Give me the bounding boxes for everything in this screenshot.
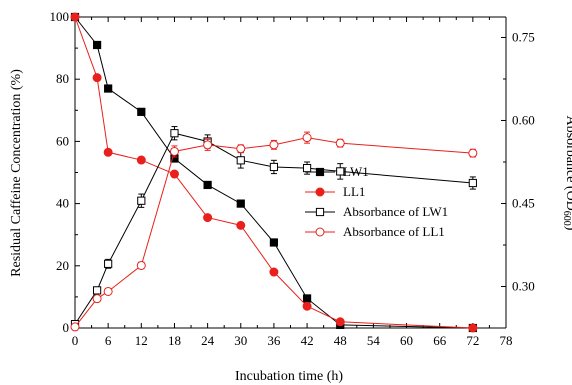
data-point xyxy=(335,317,345,327)
left-y-tick-label: 80 xyxy=(56,71,69,86)
left-y-tick-label: 100 xyxy=(50,9,70,24)
x-tick-label: 0 xyxy=(72,333,79,348)
right-y-tick-label: 0.30 xyxy=(512,278,535,293)
data-point xyxy=(93,286,102,295)
data-point xyxy=(203,213,213,223)
x-tick-label: 18 xyxy=(168,333,181,348)
legend-marker xyxy=(315,227,325,237)
data-point xyxy=(269,162,279,172)
data-point xyxy=(269,238,279,247)
axes: 0 6 12 18 24 30 36 42 48 54 60 66 72 78 0 20 40 60 80 100 0.… xyxy=(50,9,535,348)
left-y-tick-label: 0 xyxy=(63,320,70,335)
legend: LW1 LL1 Absorbance of LW1 Absorbance of LL1 xyxy=(305,164,448,239)
x-tick-label: 6 xyxy=(105,333,112,348)
data-point xyxy=(302,163,312,173)
legend-marker xyxy=(315,167,325,177)
data-point xyxy=(136,260,146,270)
data-point xyxy=(103,147,113,157)
data-point xyxy=(169,146,179,156)
left-y-tick-label: 20 xyxy=(56,258,69,273)
right-y-tick-label: 0.75 xyxy=(512,29,535,44)
data-point xyxy=(170,129,179,138)
data-point xyxy=(336,167,345,176)
left-y-tick-label: 40 xyxy=(56,196,69,211)
right-y-axis-title: Absorbance (OD600) xyxy=(561,116,572,231)
series-ll1 xyxy=(70,12,478,333)
data-point xyxy=(103,286,113,296)
data-point xyxy=(136,155,146,165)
right-y-tick-label: 0.45 xyxy=(512,195,535,210)
legend-item: Absorbance of LW1 xyxy=(305,204,448,219)
x-tick-label: 12 xyxy=(135,333,148,348)
data-point xyxy=(92,73,102,83)
data-point xyxy=(302,294,312,303)
legend-item: Absorbance of LL1 xyxy=(305,224,445,239)
legend-marker xyxy=(315,207,325,217)
data-point xyxy=(468,178,477,188)
x-tick-label: 78 xyxy=(500,333,513,348)
data-point xyxy=(236,144,246,154)
x-axis-title: Incubation time (h) xyxy=(235,369,343,384)
legend-label: LL1 xyxy=(343,184,365,199)
data-point xyxy=(468,148,478,158)
data-point xyxy=(203,180,212,190)
data-point xyxy=(302,301,312,311)
series-absorbance-of-ll1 xyxy=(70,131,478,332)
x-tick-label: 36 xyxy=(267,333,281,348)
right-y-tick-label: 0.60 xyxy=(512,112,535,127)
x-tick-label: 48 xyxy=(334,333,347,348)
data-point xyxy=(137,196,146,205)
x-tick-label: 24 xyxy=(201,333,215,348)
legend-item: LW1 xyxy=(305,164,369,179)
x-tick-label: 30 xyxy=(234,333,247,348)
legend-label: LW1 xyxy=(343,164,369,179)
data-point xyxy=(137,107,146,116)
data-point xyxy=(236,220,246,230)
legend-label: Absorbance of LL1 xyxy=(343,224,445,239)
data-point xyxy=(236,156,245,165)
right-y-axis-title-main: Absorbance (OD xyxy=(563,116,572,211)
data-point xyxy=(92,294,102,304)
data-point xyxy=(236,199,245,208)
x-tick-label: 60 xyxy=(400,333,413,348)
x-tick-label: 42 xyxy=(301,333,314,348)
data-point xyxy=(203,140,213,150)
data-point xyxy=(269,140,279,150)
left-y-axis-title: Residual Caffeine Concentration (%) xyxy=(9,69,24,277)
data-point xyxy=(104,259,113,268)
right-y-axis-title-subscript: 600 xyxy=(561,211,572,226)
data-point xyxy=(169,169,179,179)
left-y-tick-label: 60 xyxy=(56,133,69,148)
data-point xyxy=(104,84,113,93)
data-point xyxy=(269,267,279,277)
x-tick-label: 54 xyxy=(367,333,381,348)
right-y-axis-title-close: ) xyxy=(563,226,572,231)
data-point xyxy=(93,40,102,50)
x-tick-label: 66 xyxy=(433,333,447,348)
data-point xyxy=(302,133,312,143)
data-point xyxy=(335,138,345,148)
data-point xyxy=(70,322,80,332)
legend-marker xyxy=(315,187,325,197)
plot-area xyxy=(70,12,478,333)
data-point xyxy=(70,12,80,22)
legend-item: LL1 xyxy=(305,184,365,199)
data-point xyxy=(468,323,478,333)
legend-label: Absorbance of LW1 xyxy=(343,204,448,219)
x-tick-label: 72 xyxy=(466,333,479,348)
